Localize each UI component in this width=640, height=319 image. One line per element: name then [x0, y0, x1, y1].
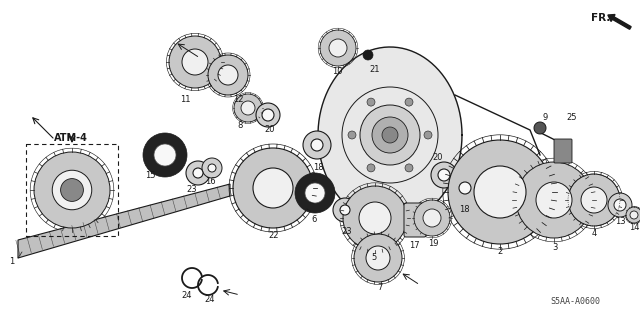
Text: 4: 4: [591, 228, 596, 238]
Text: 13: 13: [614, 218, 625, 226]
Circle shape: [182, 49, 208, 75]
Circle shape: [354, 234, 402, 282]
Circle shape: [626, 207, 640, 223]
Circle shape: [253, 168, 293, 208]
Circle shape: [372, 117, 408, 153]
Circle shape: [423, 209, 441, 227]
Text: 3: 3: [552, 243, 557, 253]
Polygon shape: [18, 184, 230, 258]
Text: ATM-4: ATM-4: [54, 133, 88, 143]
Text: 21: 21: [370, 65, 380, 75]
Text: 25: 25: [567, 114, 577, 122]
Circle shape: [154, 144, 176, 166]
Circle shape: [424, 131, 432, 139]
Circle shape: [359, 202, 391, 234]
Text: 24: 24: [182, 291, 192, 300]
Circle shape: [241, 101, 255, 115]
Circle shape: [534, 122, 546, 134]
Circle shape: [568, 174, 620, 226]
Text: 20: 20: [433, 153, 444, 162]
Text: 2: 2: [497, 248, 502, 256]
Text: S5AA-A0600: S5AA-A0600: [550, 298, 600, 307]
Circle shape: [343, 186, 407, 250]
Text: FR.: FR.: [591, 13, 610, 23]
Text: 5: 5: [371, 253, 376, 262]
Circle shape: [360, 105, 420, 165]
Circle shape: [630, 211, 638, 219]
Circle shape: [143, 133, 187, 177]
Circle shape: [169, 36, 221, 88]
Circle shape: [295, 173, 335, 213]
Text: 18: 18: [313, 164, 323, 173]
Text: 7: 7: [378, 284, 383, 293]
Circle shape: [348, 131, 356, 139]
Text: 23: 23: [342, 227, 352, 236]
Circle shape: [363, 50, 373, 60]
Circle shape: [303, 131, 331, 159]
Circle shape: [608, 193, 632, 217]
Circle shape: [367, 98, 375, 106]
Circle shape: [329, 39, 347, 57]
Circle shape: [256, 103, 280, 127]
Circle shape: [382, 127, 398, 143]
Circle shape: [516, 162, 592, 238]
Text: 8: 8: [237, 121, 243, 130]
Circle shape: [333, 198, 357, 222]
Circle shape: [311, 139, 323, 151]
Text: 19: 19: [428, 239, 438, 248]
Text: 18: 18: [459, 205, 469, 214]
Text: 15: 15: [145, 170, 156, 180]
Circle shape: [459, 182, 471, 194]
Text: 10: 10: [332, 68, 342, 77]
Text: 11: 11: [180, 95, 190, 105]
Circle shape: [233, 148, 313, 228]
Circle shape: [320, 30, 356, 66]
Text: 1: 1: [10, 257, 15, 266]
Text: 9: 9: [542, 114, 548, 122]
Circle shape: [367, 164, 375, 172]
Text: 17: 17: [409, 241, 419, 250]
Circle shape: [414, 200, 450, 236]
Text: 16: 16: [205, 177, 215, 187]
Circle shape: [52, 170, 92, 210]
Text: 23: 23: [187, 186, 197, 195]
Circle shape: [186, 161, 210, 185]
Circle shape: [61, 179, 83, 201]
Text: 14: 14: [628, 224, 639, 233]
FancyBboxPatch shape: [554, 139, 572, 163]
Circle shape: [405, 164, 413, 172]
Circle shape: [202, 158, 222, 178]
Circle shape: [451, 174, 479, 202]
Polygon shape: [318, 47, 462, 223]
Circle shape: [234, 94, 262, 122]
FancyArrow shape: [608, 15, 631, 29]
Circle shape: [448, 140, 552, 244]
Text: 22: 22: [269, 231, 279, 240]
Circle shape: [340, 205, 350, 215]
Circle shape: [581, 187, 607, 213]
Circle shape: [366, 246, 390, 270]
Text: 20: 20: [265, 125, 275, 135]
Text: 6: 6: [311, 216, 317, 225]
Circle shape: [431, 162, 457, 188]
Bar: [26, 144, 118, 236]
Circle shape: [208, 164, 216, 172]
Circle shape: [474, 166, 526, 218]
Circle shape: [305, 183, 325, 203]
Circle shape: [208, 55, 248, 95]
Circle shape: [34, 152, 110, 228]
Text: 24: 24: [205, 295, 215, 305]
Circle shape: [614, 199, 626, 211]
Text: 12: 12: [233, 95, 243, 105]
Circle shape: [438, 169, 450, 181]
Circle shape: [262, 109, 274, 121]
Circle shape: [218, 65, 238, 85]
Circle shape: [193, 168, 203, 178]
FancyBboxPatch shape: [404, 203, 426, 237]
Circle shape: [405, 98, 413, 106]
Circle shape: [536, 182, 572, 218]
